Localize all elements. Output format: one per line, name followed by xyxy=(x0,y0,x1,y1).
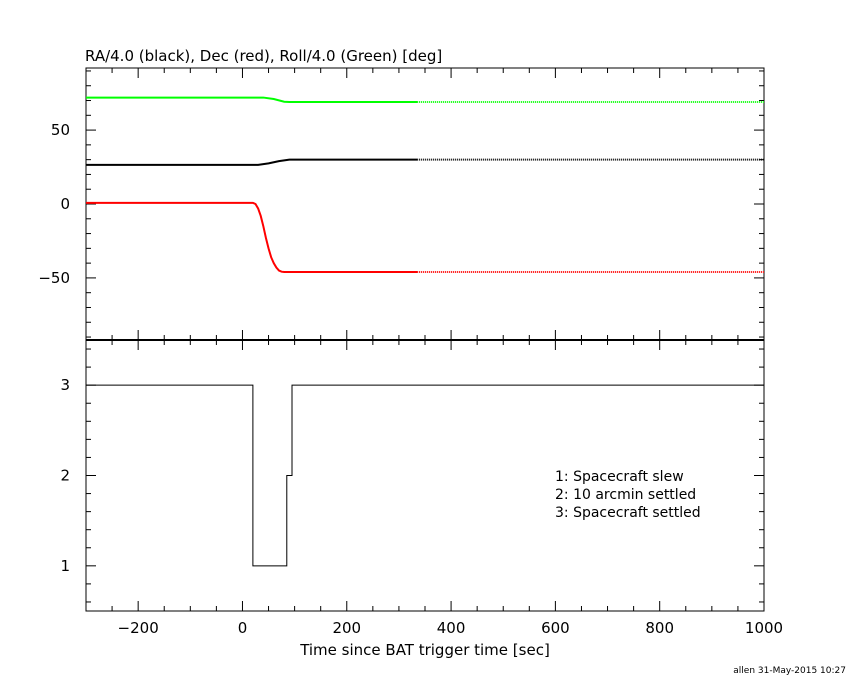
footer-stamp: allen 31-May-2015 10:27 xyxy=(733,666,846,676)
top-y-tick-label: −50 xyxy=(38,269,70,287)
x-tick-label: −200 xyxy=(118,619,159,637)
x-axis-label: Time since BAT trigger time [sec] xyxy=(299,641,550,659)
bottom-y-tick-label: 2 xyxy=(60,467,70,485)
top-y-tick-label: 0 xyxy=(60,195,70,213)
legend-entry-3: 3: Spacecraft settled xyxy=(555,505,701,521)
legend-entry-1: 1: Spacecraft slew xyxy=(555,469,684,485)
bottom-panel-series xyxy=(86,384,764,567)
x-tick-label: 200 xyxy=(332,619,361,637)
bottom-series-line-0 xyxy=(86,384,764,567)
chart-title: RA/4.0 (black), Dec (red), Roll/4.0 (Gre… xyxy=(85,47,442,65)
x-tick-label: 0 xyxy=(238,619,248,637)
x-tick-label: 1000 xyxy=(745,619,783,637)
bottom-y-tick-label: 3 xyxy=(60,376,70,394)
x-tick-label: 400 xyxy=(437,619,466,637)
top-series-line-2 xyxy=(86,201,418,273)
top-panel-ticks: −50 0 50 xyxy=(38,68,765,340)
top-y-tick-label: 50 xyxy=(51,121,70,139)
bottom-y-tick-label: 1 xyxy=(60,557,70,575)
top-panel-series xyxy=(86,96,764,273)
bottom-panel-ticks: 1 2 3 −200 0 200 400 600 800 1000 xyxy=(60,340,783,637)
x-tick-label: 800 xyxy=(645,619,674,637)
top-series-line-1 xyxy=(86,158,418,166)
top-series-line-0 xyxy=(86,96,418,103)
legend-entry-2: 2: 10 arcmin settled xyxy=(555,487,696,503)
x-tick-label: 600 xyxy=(541,619,570,637)
